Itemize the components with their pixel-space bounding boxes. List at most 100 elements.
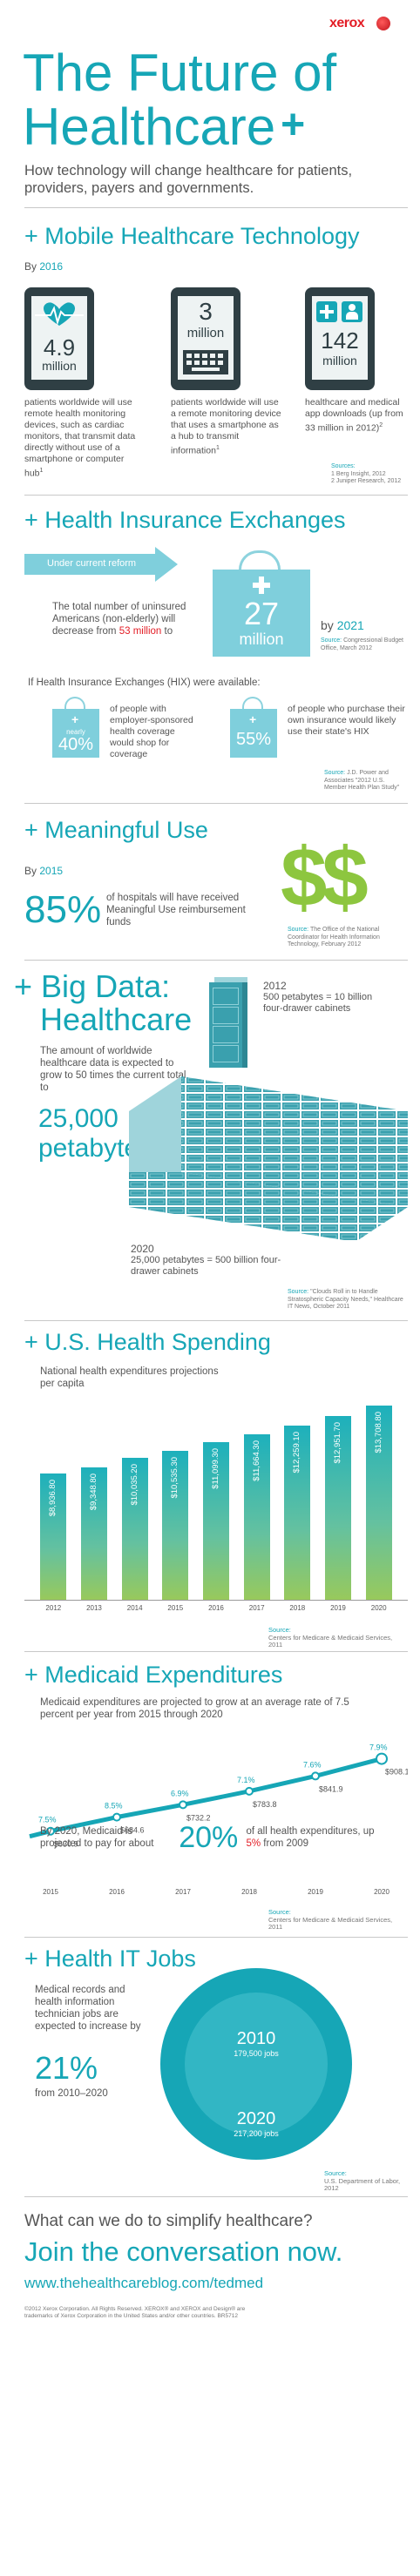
hix-if-text: If Health Insurance Exchanges (HIX) were…	[28, 678, 261, 688]
bar-2020	[365, 1405, 392, 1600]
stat-desc-1: patients worldwide will use remote healt…	[24, 397, 136, 479]
bar-2019	[325, 1416, 351, 1600]
heart-monitor-icon	[35, 302, 84, 326]
bigdata-2012: 2012 500 petabytes = 10 billion four-dra…	[263, 980, 373, 1015]
bag-unit: million	[239, 631, 284, 648]
divider	[24, 1320, 408, 1321]
mu-percent: 85%	[24, 888, 102, 931]
cabinet-field-icon	[129, 1076, 408, 1242]
x-tick-label: 2014	[126, 1604, 143, 1612]
mobile-by-year: By 2016	[24, 260, 64, 273]
medical-cross-icon	[253, 577, 270, 594]
growth-label: 7.1%	[237, 1776, 255, 1784]
bar-value-label: $10,035.20	[129, 1463, 139, 1506]
bigdata-2020: 2020 25,000 petabytes = 500 billion four…	[131, 1243, 281, 1278]
data-point-2020	[376, 1752, 388, 1765]
bag-percent: 55%	[235, 730, 272, 749]
divider	[24, 2196, 408, 2197]
hix-by-year: by 2021	[321, 618, 364, 632]
bar-value-label: $11,664.30	[251, 1440, 261, 1481]
divider	[24, 495, 408, 496]
medicaid-line	[50, 1757, 383, 1834]
reform-arrow-label: Under current reform	[47, 558, 137, 569]
medicaid-note: By 2020, Medicaid is projected to pay fo…	[40, 1821, 375, 1854]
footer-cta: Join the conversation now.	[24, 2236, 343, 2267]
x-tick-label: 2017	[248, 1604, 265, 1612]
data-point-2019	[311, 1771, 320, 1781]
spending-source: Source: Centers for Medicare & Medicaid …	[268, 1626, 393, 1649]
x-tick-label: 2015	[167, 1604, 184, 1612]
value-label: $908.1	[385, 1768, 408, 1777]
page-title-line2: Healthcare +	[23, 98, 305, 156]
x-tick-label: 2018	[241, 1888, 257, 1896]
bag-number: 27	[243, 596, 280, 631]
keyboard-icon	[183, 350, 228, 374]
plus-icon: +	[24, 1329, 45, 1355]
bar-value-label: $12,951.70	[333, 1422, 342, 1464]
data-point-2018	[245, 1786, 254, 1796]
mobile-sources: Sources: 1 Berg Insight, 2012 2 Juniper …	[331, 463, 402, 484]
jobs-percent: 21%	[35, 2050, 98, 2086]
divider	[24, 207, 408, 208]
mu-desc: of hospitals will have received Meaningf…	[106, 893, 246, 927]
health-plus-icon: +	[281, 102, 306, 148]
divider	[24, 960, 408, 961]
growth-label: 8.5%	[105, 1802, 123, 1811]
medicaid-subtitle: Medicaid expenditures are projected to g…	[40, 1697, 349, 1720]
x-tick-label: 2020	[370, 1604, 387, 1612]
dollar-signs-icon: $$	[281, 831, 369, 924]
jobs-range: from 2010–2020	[35, 2088, 108, 2099]
value-label: $630.9	[54, 1840, 78, 1849]
x-tick-label: 2019	[308, 1888, 323, 1896]
value-label: $783.8	[253, 1800, 277, 1809]
jobs-desc: Medical records and health information t…	[35, 1985, 141, 2032]
xerox-sphere-icon	[376, 17, 390, 30]
bag-percent: 40%	[58, 735, 94, 754]
section-title-spending: + U.S. Health Spending	[24, 1329, 271, 1355]
section-title-mobile: + Mobile Healthcare Technology	[24, 223, 360, 249]
growth-label: 7.5%	[38, 1816, 57, 1824]
tablet-phone: 3 million	[171, 287, 240, 390]
stat-unit: million	[322, 354, 357, 368]
stat-desc-2: patients worldwide will use a remote mon…	[171, 397, 281, 456]
medical-cross-app-icon	[316, 301, 337, 322]
bigdata-desc: The amount of worldwide healthcare data …	[40, 1046, 186, 1093]
medicaid-source: Source: Centers for Medicare & Medicaid …	[268, 1908, 393, 1931]
data-point-2016	[112, 1812, 121, 1822]
x-tick-label: 2016	[208, 1604, 224, 1612]
bar-2015	[162, 1450, 189, 1600]
bar-value-label: $11,099.30	[211, 1448, 220, 1490]
section-title-bigdata: + Big Data: Healthcare	[14, 968, 193, 1037]
plus-icon: +	[24, 507, 45, 533]
bar-value-label: $8,936.80	[48, 1479, 58, 1516]
x-tick-label: 2012	[45, 1604, 62, 1612]
x-tick-label: 2018	[289, 1604, 306, 1612]
value-label: $841.9	[319, 1784, 343, 1793]
stat-unit: million	[186, 326, 225, 341]
bigdata-source: Source: "Clouds Roll in to Handle Strato…	[288, 1289, 403, 1310]
reform-arrow: Under current reform	[24, 547, 178, 582]
medicaid-line-chart: 7.5% $630.9 8.5% $684.6 6.9% $732.2 7.1% $783.8…	[24, 1728, 408, 1902]
spending-subtitle: National health expenditures projections…	[40, 1366, 219, 1389]
stat-number: 142	[321, 327, 359, 354]
medical-staff-app-icon	[342, 301, 362, 322]
jobs-source: Source: U.S. Department of Labor, 2012	[324, 2169, 401, 2192]
spending-bar-chart: $8,936.80 $9,348.80 $10,035.20 $10,535.30 $1…	[24, 1395, 408, 1618]
x-tick-label: 2019	[330, 1604, 346, 1612]
bar-2012	[40, 1473, 67, 1600]
plus-icon: +	[24, 1945, 45, 1972]
bar-2016	[203, 1442, 229, 1600]
data-point-2015	[46, 1826, 55, 1836]
tablet-heart: 4.9 million	[24, 287, 94, 390]
stat-unit: million	[42, 359, 77, 373]
footer-url-link[interactable]: www.thehealthcareblog.com/tedmed	[24, 2275, 264, 2291]
xerox-logo[interactable]: xerox	[329, 16, 401, 33]
growth-label: 7.6%	[303, 1760, 322, 1769]
bar-value-label: $12,259.10	[292, 1432, 302, 1474]
bar-2014	[121, 1457, 148, 1600]
page-subtitle: How technology will change healthcare fo…	[24, 163, 353, 196]
shopping-bag-27m: 27 million	[213, 550, 310, 657]
page-title-word: Healthcare	[23, 98, 276, 156]
plus-icon: +	[24, 817, 45, 843]
stat-number: 3	[199, 298, 213, 325]
